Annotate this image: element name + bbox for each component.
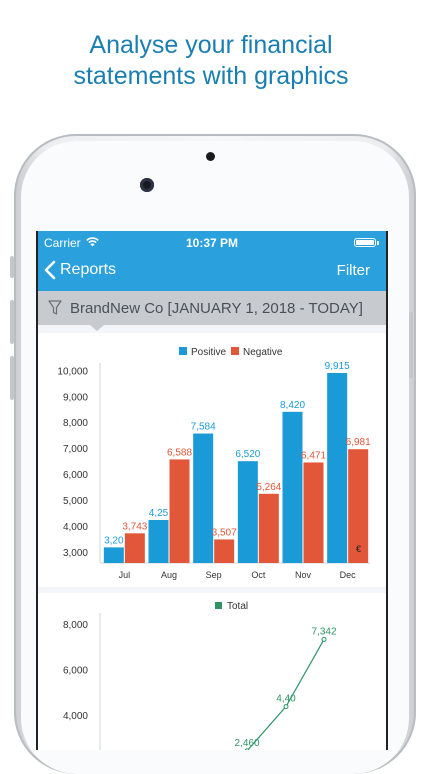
legend-swatch-positive [179, 347, 187, 355]
data-label-positive-sep: 7,584 [191, 422, 216, 433]
bar-positive-jul [103, 547, 124, 563]
bar-negative-sep [214, 539, 235, 563]
app-screen: Carrier 10:37 PM Reports Filter BrandNew… [36, 231, 388, 750]
total-point-3 [321, 636, 327, 642]
y-tick-label: 7,000 [63, 444, 88, 455]
bar-positive-aug [148, 519, 169, 563]
power-button [409, 312, 413, 378]
headline-line-2: statements with graphics [73, 62, 349, 90]
x-tick-label: Sep [206, 570, 222, 580]
funnel-icon [48, 300, 62, 316]
data-label-positive-dec: 9,915 [325, 361, 350, 372]
proximity-sensor [206, 152, 215, 161]
positive-negative-bar-chart: Positive Negative 3,000 4,000 5,000 6,000 7,… [57, 347, 371, 580]
legend-label-negative: Negative [243, 347, 283, 358]
bar-negative-aug [169, 459, 190, 563]
x-tick-label: Dec [340, 570, 357, 580]
headline: Analyse your financial statements with g… [0, 30, 422, 92]
bar-negative-dec [348, 449, 369, 563]
legend-label-total: Total [227, 601, 248, 612]
data-label-positive-oct: 6,520 [235, 449, 260, 460]
y-tick-label: 5,000 [63, 496, 88, 507]
bar-positive-nov [282, 411, 303, 563]
total-point-2 [283, 704, 289, 710]
y-tick-label: 8,000 [63, 620, 88, 631]
x-tick-label: Nov [295, 570, 312, 580]
data-label-positive-nov: 8,420 [280, 400, 305, 411]
x-tick-label: Aug [161, 570, 177, 580]
y-tick-label: 9,000 [63, 392, 88, 403]
status-time: 10:37 PM [185, 236, 239, 250]
y-tick-label: 3,000 [63, 548, 88, 559]
data-label-positive-jul: 3,20 [104, 535, 124, 546]
y-tick-label: 4,000 [63, 522, 88, 533]
total-data-label-2: 4,40 [276, 694, 296, 705]
data-label-negative-dec: 6,981 [346, 437, 371, 448]
currency-mark: € [356, 544, 361, 554]
wifi-icon [86, 237, 99, 247]
data-label-negative-aug: 6,588 [167, 447, 192, 458]
total-data-label-3: 7,342 [311, 626, 336, 637]
front-camera [140, 178, 154, 192]
filter-summary-bar[interactable]: BrandNew Co [JANUARY 1, 2018 - TODAY] [38, 291, 386, 325]
data-label-negative-nov: 6,471 [301, 450, 326, 461]
bar-chart-card: Positive Negative 3,000 4,000 5,000 6,000 7,… [38, 333, 386, 587]
mute-switch [10, 256, 14, 278]
data-label-negative-jul: 3,743 [122, 521, 147, 532]
back-button[interactable]: Reports [44, 258, 116, 282]
bar-positive-sep [193, 433, 214, 563]
carrier-label: Carrier [44, 236, 81, 250]
filter-bar-pointer [90, 325, 104, 331]
x-tick-label: Jul [119, 570, 131, 580]
y-tick-label: 6,000 [63, 666, 88, 677]
y-tick-label: 6,000 [63, 470, 88, 481]
legend-swatch-negative [231, 347, 239, 355]
volume-up-button [10, 300, 14, 344]
navigation-bar: Carrier 10:37 PM Reports Filter [38, 231, 386, 291]
bar-positive-oct [237, 461, 258, 563]
bar-negative-nov [303, 462, 324, 563]
bar-positive-dec [327, 373, 348, 563]
y-tick-label: 4,000 [63, 711, 88, 722]
filter-button[interactable]: Filter [336, 262, 370, 279]
data-label-positive-aug: 4,25 [149, 508, 169, 519]
data-label-negative-oct: 5,264 [256, 482, 281, 493]
data-label-negative-sep: 3,507 [212, 527, 237, 538]
volume-down-button [10, 356, 14, 400]
bar-negative-oct [258, 493, 279, 563]
legend-swatch-total [215, 602, 222, 609]
x-tick-label: Oct [251, 570, 266, 580]
legend-label-positive: Positive [191, 347, 226, 358]
line-chart-legend: Total [215, 601, 248, 612]
bar-chart-x-axis: Jul Aug Sep Oct Nov Dec [119, 570, 357, 580]
y-tick-label: 8,000 [63, 418, 88, 429]
filter-summary-text: BrandNew Co [JANUARY 1, 2018 - TODAY] [70, 299, 363, 317]
bar-negative-jul [124, 533, 145, 563]
y-tick-label: 10,000 [57, 366, 88, 377]
bar-chart-y-axis: 3,000 4,000 5,000 6,000 7,000 8,000 9,000 10,00… [57, 363, 370, 564]
bar-chart-legend: Positive Negative [179, 347, 283, 358]
total-data-label-1: 2,460 [234, 738, 259, 749]
total-series-line [246, 639, 325, 750]
back-label: Reports [60, 261, 117, 278]
battery-icon [354, 238, 379, 247]
headline-line-1: Analyse your financial [89, 31, 333, 59]
chevron-left-icon [44, 260, 56, 280]
status-bar: Carrier 10:37 PM [38, 236, 386, 250]
